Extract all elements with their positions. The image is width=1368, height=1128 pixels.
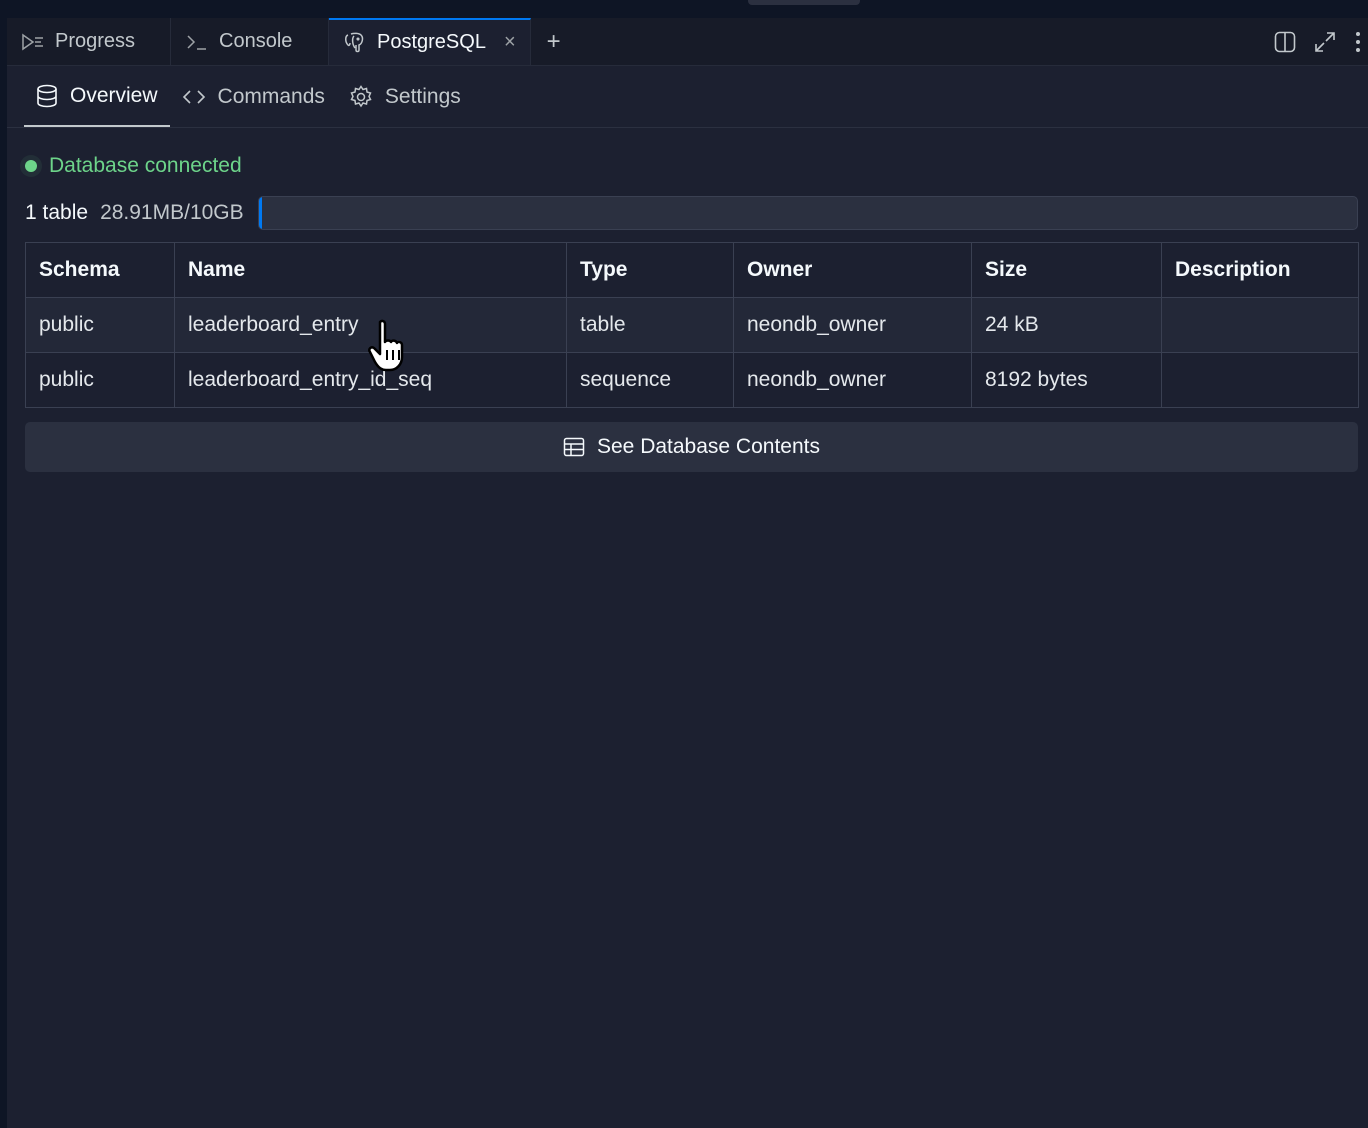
- hand-pointer-cursor-icon: [368, 319, 404, 372]
- plus-icon: +: [546, 27, 561, 55]
- sub-tabs: Overview Commands Settings: [7, 66, 1368, 128]
- postgresql-pane: Progress Console PostgreSQL × + Overview…: [7, 18, 1368, 1128]
- tab-label: Progress: [55, 30, 136, 52]
- maximize-icon[interactable]: [1314, 31, 1336, 53]
- column-header: Schema: [25, 242, 175, 298]
- column-header: Name: [174, 242, 567, 298]
- cell-type: table: [566, 297, 734, 353]
- cell-type: sequence: [566, 352, 734, 408]
- cell-description: [1161, 297, 1359, 353]
- window-handle: [748, 0, 860, 5]
- storage-usage: 28.91MB/10GB: [100, 201, 244, 224]
- tab-console[interactable]: Console: [171, 18, 329, 65]
- subtab-overview[interactable]: Overview: [24, 66, 170, 127]
- cell-schema: public: [25, 297, 175, 353]
- tab-label: PostgreSQL: [377, 31, 486, 53]
- tab-bar: Progress Console PostgreSQL × +: [7, 18, 1368, 66]
- cell-size: 8192 bytes: [971, 352, 1162, 408]
- cell-owner: neondb_owner: [733, 352, 972, 408]
- storage-progress-fill: [258, 197, 262, 229]
- subtab-commands[interactable]: Commands: [170, 66, 337, 127]
- code-icon: [182, 89, 205, 104]
- table-grid-icon: [563, 437, 585, 457]
- connection-status: Database connected: [25, 154, 1368, 178]
- cell-size: 24 kB: [971, 297, 1162, 353]
- tab-label: Console: [219, 30, 293, 52]
- column-header: Owner: [733, 242, 972, 298]
- subtab-settings[interactable]: Settings: [337, 66, 473, 127]
- table-row[interactable]: public leaderboard_entry table neondb_ow…: [25, 297, 1359, 353]
- subtab-label: Overview: [70, 83, 158, 107]
- cell-description: [1161, 352, 1359, 408]
- column-header: Size: [971, 242, 1162, 298]
- database-icon: [37, 84, 57, 107]
- more-options-icon[interactable]: [1354, 31, 1362, 53]
- button-label: See Database Contents: [597, 435, 820, 458]
- gear-icon: [350, 84, 372, 107]
- see-database-contents-button[interactable]: See Database Contents: [25, 422, 1358, 472]
- column-header: Type: [566, 242, 734, 298]
- subtab-label: Commands: [217, 84, 325, 108]
- terminal-icon: [187, 34, 206, 50]
- tab-progress[interactable]: Progress: [7, 18, 171, 65]
- cell-owner: neondb_owner: [733, 297, 972, 353]
- postgresql-elephant-icon: [345, 32, 364, 52]
- split-pane-icon[interactable]: [1274, 31, 1296, 53]
- table-row[interactable]: public leaderboard_entry_id_seq sequence…: [25, 352, 1359, 408]
- cell-schema: public: [25, 352, 175, 408]
- tab-postgresql[interactable]: PostgreSQL ×: [329, 18, 531, 65]
- status-dot-icon: [25, 160, 37, 172]
- tables-list: Schema Name Type Owner Size Description …: [25, 242, 1359, 408]
- column-header: Description: [1161, 242, 1359, 298]
- new-tab-button[interactable]: +: [531, 18, 577, 65]
- table-header-row: Schema Name Type Owner Size Description: [25, 242, 1359, 298]
- progress-icon: [22, 33, 43, 50]
- close-tab-icon[interactable]: ×: [503, 31, 516, 53]
- storage-summary: 1 table 28.91MB/10GB: [25, 196, 1358, 230]
- cell-name[interactable]: leaderboard_entry: [174, 297, 567, 353]
- status-text: Database connected: [49, 154, 242, 177]
- cell-name[interactable]: leaderboard_entry_id_seq: [174, 352, 567, 408]
- storage-progress-bar: [257, 196, 1358, 230]
- table-count: 1 table: [25, 201, 89, 224]
- subtab-label: Settings: [384, 84, 461, 108]
